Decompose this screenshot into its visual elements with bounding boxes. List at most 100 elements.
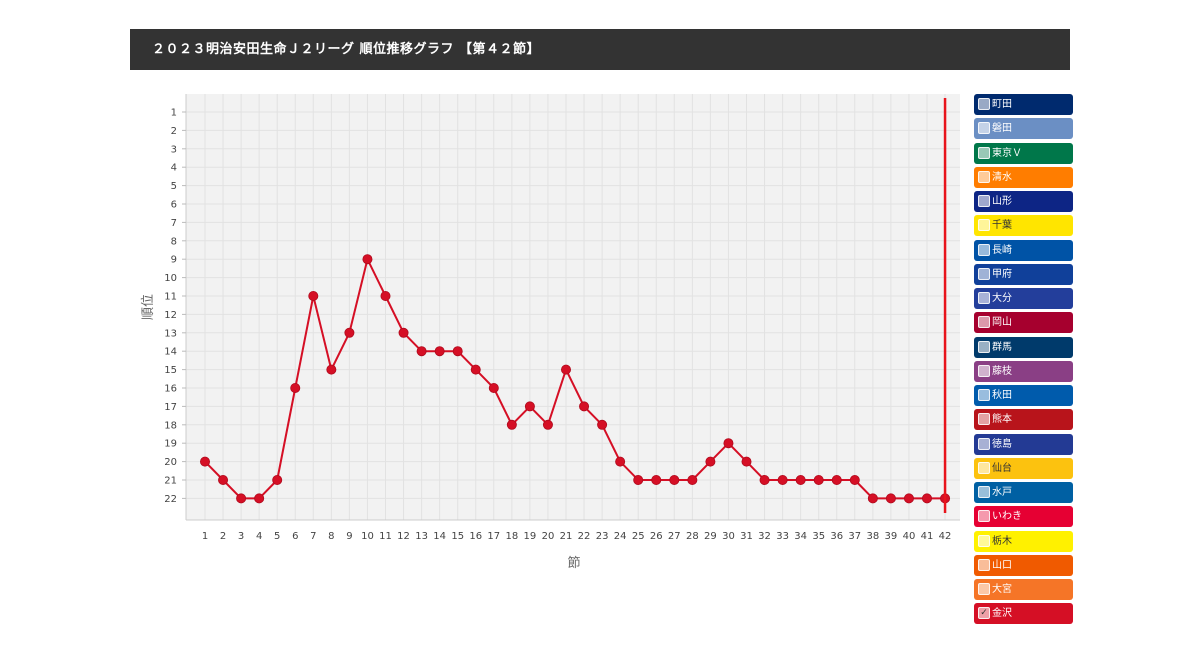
- x-tick-label: 31: [740, 531, 753, 542]
- data-point[interactable]: [741, 456, 752, 467]
- legend-checkbox[interactable]: [978, 195, 990, 207]
- y-tick-label: 16: [164, 384, 177, 395]
- legend-item[interactable]: 山口: [974, 554, 1073, 576]
- data-point[interactable]: [723, 438, 734, 449]
- legend-item[interactable]: 町田: [974, 94, 1073, 115]
- data-point[interactable]: [416, 346, 427, 357]
- legend-item[interactable]: 清水: [974, 166, 1073, 188]
- data-point[interactable]: [651, 474, 662, 485]
- legend-label: 東京Ｖ: [992, 147, 1022, 159]
- legend-checkbox[interactable]: [978, 243, 990, 256]
- data-point[interactable]: [777, 474, 788, 485]
- legend-checkbox[interactable]: [978, 364, 990, 377]
- legend-item[interactable]: 仙台: [974, 457, 1073, 479]
- data-point[interactable]: [308, 290, 319, 301]
- data-point[interactable]: [398, 327, 409, 338]
- data-point[interactable]: [849, 474, 860, 485]
- data-point[interactable]: [597, 419, 608, 430]
- legend-checkbox[interactable]: [978, 98, 990, 110]
- data-point[interactable]: [687, 474, 698, 485]
- legend-checkbox[interactable]: [978, 146, 990, 159]
- data-point[interactable]: [903, 493, 914, 504]
- data-point[interactable]: [813, 474, 824, 485]
- legend-checkbox[interactable]: [978, 534, 990, 547]
- data-point[interactable]: [705, 456, 716, 467]
- legend-checkbox[interactable]: [978, 267, 990, 280]
- data-point[interactable]: [633, 474, 644, 485]
- data-point[interactable]: [579, 401, 590, 412]
- legend-checkbox[interactable]: [978, 170, 990, 183]
- legend-checkbox[interactable]: [978, 510, 990, 523]
- legend-item[interactable]: 群馬: [974, 336, 1073, 358]
- data-point[interactable]: [290, 382, 301, 393]
- legend-checkbox[interactable]: ✓: [978, 607, 990, 620]
- legend-label: 藤枝: [992, 365, 1012, 377]
- legend-item[interactable]: 熊本: [974, 409, 1073, 431]
- data-point[interactable]: [615, 456, 626, 467]
- legend-item[interactable]: 大分: [974, 288, 1073, 309]
- legend-checkbox[interactable]: [978, 389, 990, 401]
- y-tick-label: 7: [171, 218, 177, 229]
- legend-item[interactable]: いわき: [974, 506, 1073, 528]
- legend-item[interactable]: 栃木: [974, 530, 1073, 552]
- legend-checkbox[interactable]: [978, 558, 990, 571]
- legend-checkbox[interactable]: [978, 583, 990, 595]
- legend-checkbox[interactable]: [978, 292, 990, 304]
- data-point[interactable]: [488, 382, 499, 393]
- legend-item[interactable]: 大宮: [974, 579, 1073, 600]
- data-point[interactable]: [236, 493, 247, 504]
- legend-item[interactable]: 藤枝: [974, 360, 1073, 382]
- legend-checkbox[interactable]: [978, 413, 990, 426]
- x-tick-label: 13: [415, 531, 428, 542]
- legend-checkbox[interactable]: [978, 122, 990, 135]
- data-point[interactable]: [885, 493, 896, 504]
- data-point[interactable]: [561, 364, 572, 375]
- legend-item[interactable]: ✓ 金沢: [974, 603, 1073, 625]
- data-point[interactable]: [669, 474, 680, 485]
- data-point[interactable]: [199, 456, 210, 467]
- legend-item[interactable]: 長崎: [974, 239, 1073, 261]
- legend-label: 町田: [992, 99, 1012, 110]
- data-point[interactable]: [524, 401, 535, 412]
- data-point[interactable]: [795, 474, 806, 485]
- legend-checkbox[interactable]: [978, 461, 990, 474]
- legend-item[interactable]: 山形: [974, 191, 1073, 212]
- x-tick-label: 6: [292, 531, 298, 542]
- x-tick-label: 8: [328, 531, 334, 542]
- x-tick-label: 17: [487, 531, 500, 542]
- legend-checkbox[interactable]: [978, 316, 990, 329]
- y-tick-label: 8: [171, 236, 177, 247]
- data-point[interactable]: [922, 493, 933, 504]
- legend-item[interactable]: 千葉: [974, 215, 1073, 237]
- data-point[interactable]: [867, 493, 878, 504]
- x-tick-label: 12: [397, 531, 410, 542]
- data-point[interactable]: [506, 419, 517, 430]
- legend-item[interactable]: 磐田: [974, 118, 1073, 140]
- legend-label: 大宮: [992, 584, 1012, 595]
- data-point[interactable]: [470, 364, 481, 375]
- data-point[interactable]: [542, 419, 553, 430]
- legend-item[interactable]: 徳島: [974, 433, 1073, 455]
- data-point[interactable]: [452, 346, 463, 357]
- legend-checkbox[interactable]: [978, 340, 990, 353]
- data-point[interactable]: [344, 327, 355, 338]
- legend-item[interactable]: 東京Ｖ: [974, 142, 1073, 164]
- legend-item[interactable]: 水戸: [974, 482, 1073, 503]
- legend-item[interactable]: 甲府: [974, 263, 1073, 285]
- legend-checkbox[interactable]: [978, 437, 990, 450]
- data-point[interactable]: [218, 474, 229, 485]
- legend-checkbox[interactable]: [978, 219, 990, 232]
- legend-item[interactable]: 岡山: [974, 312, 1073, 334]
- data-point[interactable]: [380, 290, 391, 301]
- data-point[interactable]: [272, 474, 283, 485]
- data-point[interactable]: [831, 474, 842, 485]
- x-tick-label: 38: [866, 531, 879, 542]
- data-point[interactable]: [326, 364, 337, 375]
- legend-item[interactable]: 秋田: [974, 385, 1073, 406]
- data-point[interactable]: [362, 254, 373, 265]
- y-axis-title: 順位: [141, 294, 156, 320]
- legend-checkbox[interactable]: [978, 486, 990, 498]
- data-point[interactable]: [434, 346, 445, 357]
- data-point[interactable]: [759, 474, 770, 485]
- data-point[interactable]: [254, 493, 265, 504]
